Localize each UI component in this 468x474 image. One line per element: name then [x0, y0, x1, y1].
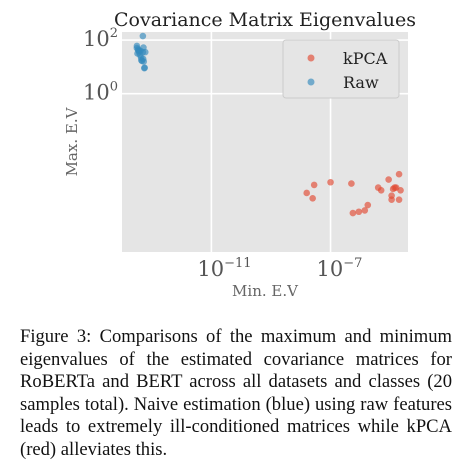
point-kpca — [303, 189, 311, 197]
point-kpca — [388, 192, 395, 199]
chart-title: Covariance Matrix Eigenvalues — [114, 9, 416, 31]
legend: kPCA Raw — [282, 39, 400, 99]
figure-caption: Figure 3: Comparisons of the maximum and… — [20, 326, 452, 460]
x-tick-label: 10−7 — [317, 256, 363, 281]
point-raw — [139, 32, 147, 40]
point-kpca — [309, 195, 316, 202]
point-kpca — [364, 201, 372, 209]
legend-marker-raw — [307, 78, 315, 86]
point-kpca — [397, 186, 404, 194]
legend-marker-kpca — [307, 54, 315, 62]
point-raw — [139, 55, 147, 63]
point-kpca — [391, 184, 398, 191]
point-kpca — [374, 184, 382, 191]
y-tick-label: 100 — [83, 80, 118, 105]
legend-label-raw: Raw — [343, 73, 379, 92]
point-kpca — [310, 181, 318, 189]
point-kpca — [395, 196, 403, 203]
point-kpca — [327, 178, 334, 186]
x-axis-label: Min. E.V — [232, 282, 299, 300]
axis-ticks: 10−11 10−7 102 100 — [83, 26, 362, 281]
legend-label-kpca: kPCA — [343, 49, 388, 68]
point-kpca — [361, 207, 369, 214]
point-raw — [141, 64, 148, 71]
point-kpca — [349, 209, 357, 217]
data-points — [133, 32, 404, 217]
y-axis-label: Max. E.V — [63, 106, 81, 176]
point-raw — [134, 46, 142, 53]
point-kpca — [355, 208, 363, 216]
x-tick-label: 10−11 — [197, 256, 251, 281]
y-tick-label: 102 — [83, 26, 118, 51]
eigenvalue-scatter-chart: Covariance Matrix Eigenvalues 10−11 10−71… — [63, 9, 416, 300]
point-kpca — [385, 176, 392, 183]
point-kpca — [395, 170, 403, 178]
point-kpca — [348, 180, 355, 187]
